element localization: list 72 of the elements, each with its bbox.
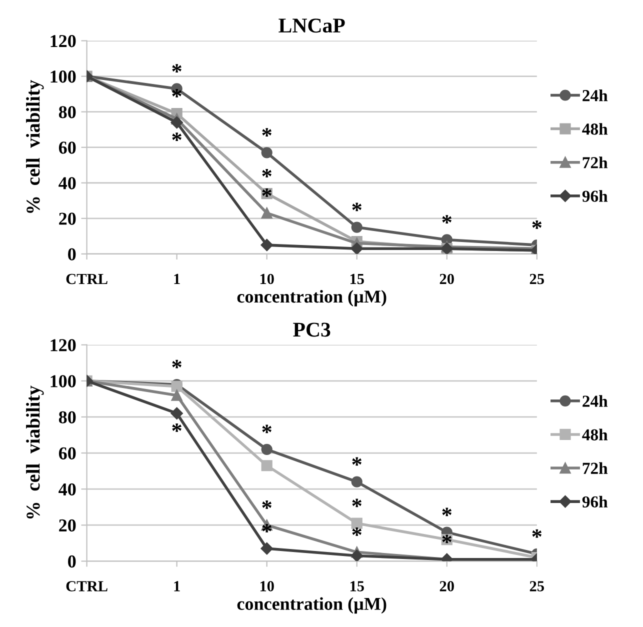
data-label: * [442,215,452,224]
data-label: * [532,220,542,229]
point [350,550,363,562]
point [351,476,362,488]
legend-label: 24h [582,395,608,407]
legend-label: 96h [582,190,608,202]
legend-label: 48h [582,428,608,440]
data-label: * [262,188,272,197]
x-tick-label: 15 [350,581,364,592]
data-label: * [172,360,182,368]
x-tick-label: 25 [530,581,544,592]
y-tick-label: 100 [50,375,76,388]
y-tick-label: 20 [59,519,76,532]
data-label: * [352,202,362,212]
point [171,390,182,401]
x-tick-label: 10 [260,274,274,284]
y-tick-label: 40 [58,483,76,496]
x-tick-label: CTRL [66,274,108,284]
data-label: * [262,128,272,136]
x-tick-label: CTRL [66,581,108,592]
data-label: * [172,64,182,73]
data-label: * [172,423,182,432]
legend-label: 48h [582,123,608,135]
point [261,444,272,455]
x-tick-label: 20 [440,581,454,592]
y-tick-label: 60 [58,142,76,154]
x-tick-label: 20 [440,274,454,284]
x-tick-label: 1 [174,581,180,592]
y-tick-label: 40 [58,177,76,190]
data-label: * [262,500,272,509]
data-label: * [262,524,272,532]
y-tick-label: 120 [50,35,76,48]
y-axis-title: % cell viability [26,386,44,519]
y-axis-title: % cell viability [26,80,44,213]
y-tick-label: 100 [50,70,76,83]
point [170,116,183,129]
y-tick-label: 0 [68,248,76,260]
x-tick-label: 25 [530,274,544,284]
data-label: * [352,457,362,466]
y-tick-label: 60 [58,447,76,460]
legend-label: 96h [582,496,608,508]
data-label: * [262,424,272,434]
y-tick-label: 120 [50,339,76,352]
y-tick-label: 80 [58,411,76,424]
x-tick-label: 10 [260,581,274,592]
point [261,208,272,219]
point [261,147,272,158]
chart-title: LNCaP [278,18,345,33]
point [170,407,183,420]
point [260,238,273,252]
data-label: * [532,529,542,538]
x-axis-title: concentration (µM) [237,597,386,614]
data-label: * [352,528,362,536]
x-tick-label: 1 [174,274,180,284]
x-axis-title: concentration (µM) [237,290,386,306]
x-tick-label: 15 [350,274,364,284]
data-label: * [262,168,272,178]
data-label: * [442,508,452,516]
y-tick-label: 0 [68,555,76,568]
point [260,542,273,555]
point [350,242,363,254]
legend-label: 24h [582,90,608,102]
chart-title: PC3 [293,322,330,337]
y-tick-label: 20 [59,212,76,225]
data-label: * [352,498,362,508]
legend-label: 72h [582,156,608,168]
y-tick-label: 80 [58,106,76,118]
point [261,460,272,472]
data-label: * [172,132,182,141]
point [351,222,362,233]
legend-label: 72h [582,462,608,474]
data-label: * [442,534,452,544]
